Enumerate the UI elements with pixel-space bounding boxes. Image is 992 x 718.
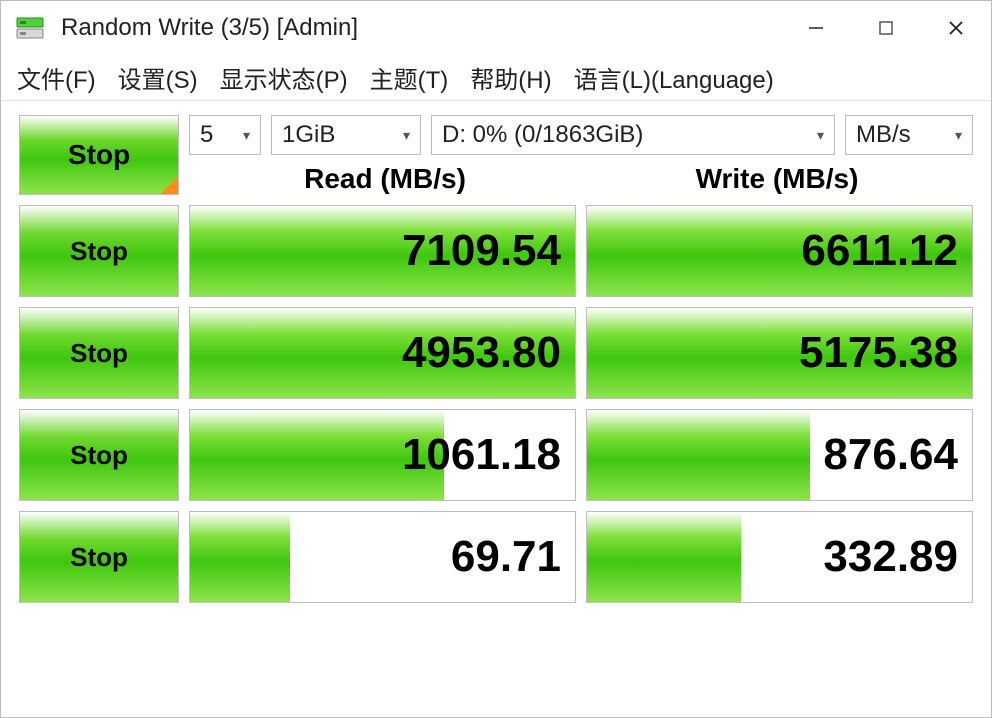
main-stop-label: Stop: [68, 139, 130, 171]
unit-value: MB/s: [856, 121, 911, 149]
row-stop-label: Stop: [70, 338, 128, 369]
content-area: Stop 5 ▾ 1GiB ▾ D: 0% (0/1863GiB) ▾: [1, 101, 991, 717]
test-size-value: 1GiB: [282, 121, 335, 149]
read-value-cell: 1061.18: [189, 409, 576, 501]
test-count-value: 5: [200, 121, 213, 149]
write-value: 876.64: [823, 430, 958, 480]
menu-language[interactable]: 语言(L)(Language): [574, 60, 774, 95]
row-stop-button[interactable]: Stop: [19, 409, 179, 501]
drive-select[interactable]: D: 0% (0/1863GiB) ▾: [431, 115, 835, 155]
test-size-select[interactable]: 1GiB ▾: [271, 115, 421, 155]
read-value-cell: 4953.80: [189, 307, 576, 399]
unit-select[interactable]: MB/s ▾: [845, 115, 973, 155]
row-stop-label: Stop: [70, 440, 128, 471]
maximize-button[interactable]: [851, 1, 921, 55]
write-header: Write (MB/s): [581, 163, 973, 195]
row-stop-button[interactable]: Stop: [19, 307, 179, 399]
row-stop-button[interactable]: Stop: [19, 511, 179, 603]
read-value: 7109.54: [402, 226, 561, 276]
chevron-down-icon: ▾: [243, 127, 250, 144]
read-header: Read (MB/s): [189, 163, 581, 195]
test-row: Stop 7109.54 6611.12: [19, 205, 973, 297]
chevron-down-icon: ▾: [817, 127, 824, 144]
write-value-cell: 6611.12: [586, 205, 973, 297]
main-stop-button[interactable]: Stop: [19, 115, 179, 195]
bottom-spacer: [19, 639, 973, 699]
write-value: 5175.38: [799, 328, 958, 378]
selects-column: 5 ▾ 1GiB ▾ D: 0% (0/1863GiB) ▾ MB/s ▾: [189, 115, 973, 195]
test-row: Stop 1061.18 876.64: [19, 409, 973, 501]
write-value-cell: 332.89: [586, 511, 973, 603]
drive-value: D: 0% (0/1863GiB): [442, 121, 643, 149]
read-value-cell: 69.71: [189, 511, 576, 603]
row-stop-label: Stop: [70, 236, 128, 267]
row-stop-button[interactable]: Stop: [19, 205, 179, 297]
menu-file[interactable]: 文件(F): [17, 60, 96, 95]
top-row: Stop 5 ▾ 1GiB ▾ D: 0% (0/1863GiB) ▾: [19, 115, 973, 195]
write-value: 332.89: [823, 532, 958, 582]
write-value-cell: 5175.38: [586, 307, 973, 399]
read-value: 69.71: [451, 532, 561, 582]
read-value: 1061.18: [402, 430, 561, 480]
write-bar: [587, 410, 810, 500]
menubar: 文件(F) 设置(S) 显示状态(P) 主题(T) 帮助(H) 语言(L)(La…: [1, 55, 991, 101]
selects-row: 5 ▾ 1GiB ▾ D: 0% (0/1863GiB) ▾ MB/s ▾: [189, 115, 973, 155]
minimize-button[interactable]: [781, 1, 851, 55]
read-value: 4953.80: [402, 328, 561, 378]
column-headers: Read (MB/s) Write (MB/s): [189, 159, 973, 195]
app-icon: [15, 15, 45, 41]
chevron-down-icon: ▾: [403, 127, 410, 144]
chevron-down-icon: ▾: [955, 127, 962, 144]
write-bar: [587, 512, 741, 602]
window-title: Random Write (3/5) [Admin]: [61, 14, 781, 42]
write-value-cell: 876.64: [586, 409, 973, 501]
window-buttons: [781, 1, 991, 55]
test-row: Stop 4953.80 5175.38: [19, 307, 973, 399]
titlebar: Random Write (3/5) [Admin]: [1, 1, 991, 55]
app-window: Random Write (3/5) [Admin] 文件(F) 设置(S) 显…: [0, 0, 992, 718]
read-value-cell: 7109.54: [189, 205, 576, 297]
menu-help[interactable]: 帮助(H): [470, 60, 551, 95]
row-stop-label: Stop: [70, 542, 128, 573]
close-button[interactable]: [921, 1, 991, 55]
menu-settings[interactable]: 设置(S): [118, 60, 198, 95]
test-count-select[interactable]: 5 ▾: [189, 115, 261, 155]
read-bar: [190, 512, 290, 602]
write-value: 6611.12: [801, 226, 958, 276]
menu-theme[interactable]: 主题(T): [370, 60, 449, 95]
test-rows: Stop 7109.54 6611.12 Stop 4953.80: [19, 205, 973, 639]
test-row: Stop 69.71 332.89: [19, 511, 973, 603]
menu-status[interactable]: 显示状态(P): [220, 60, 348, 95]
